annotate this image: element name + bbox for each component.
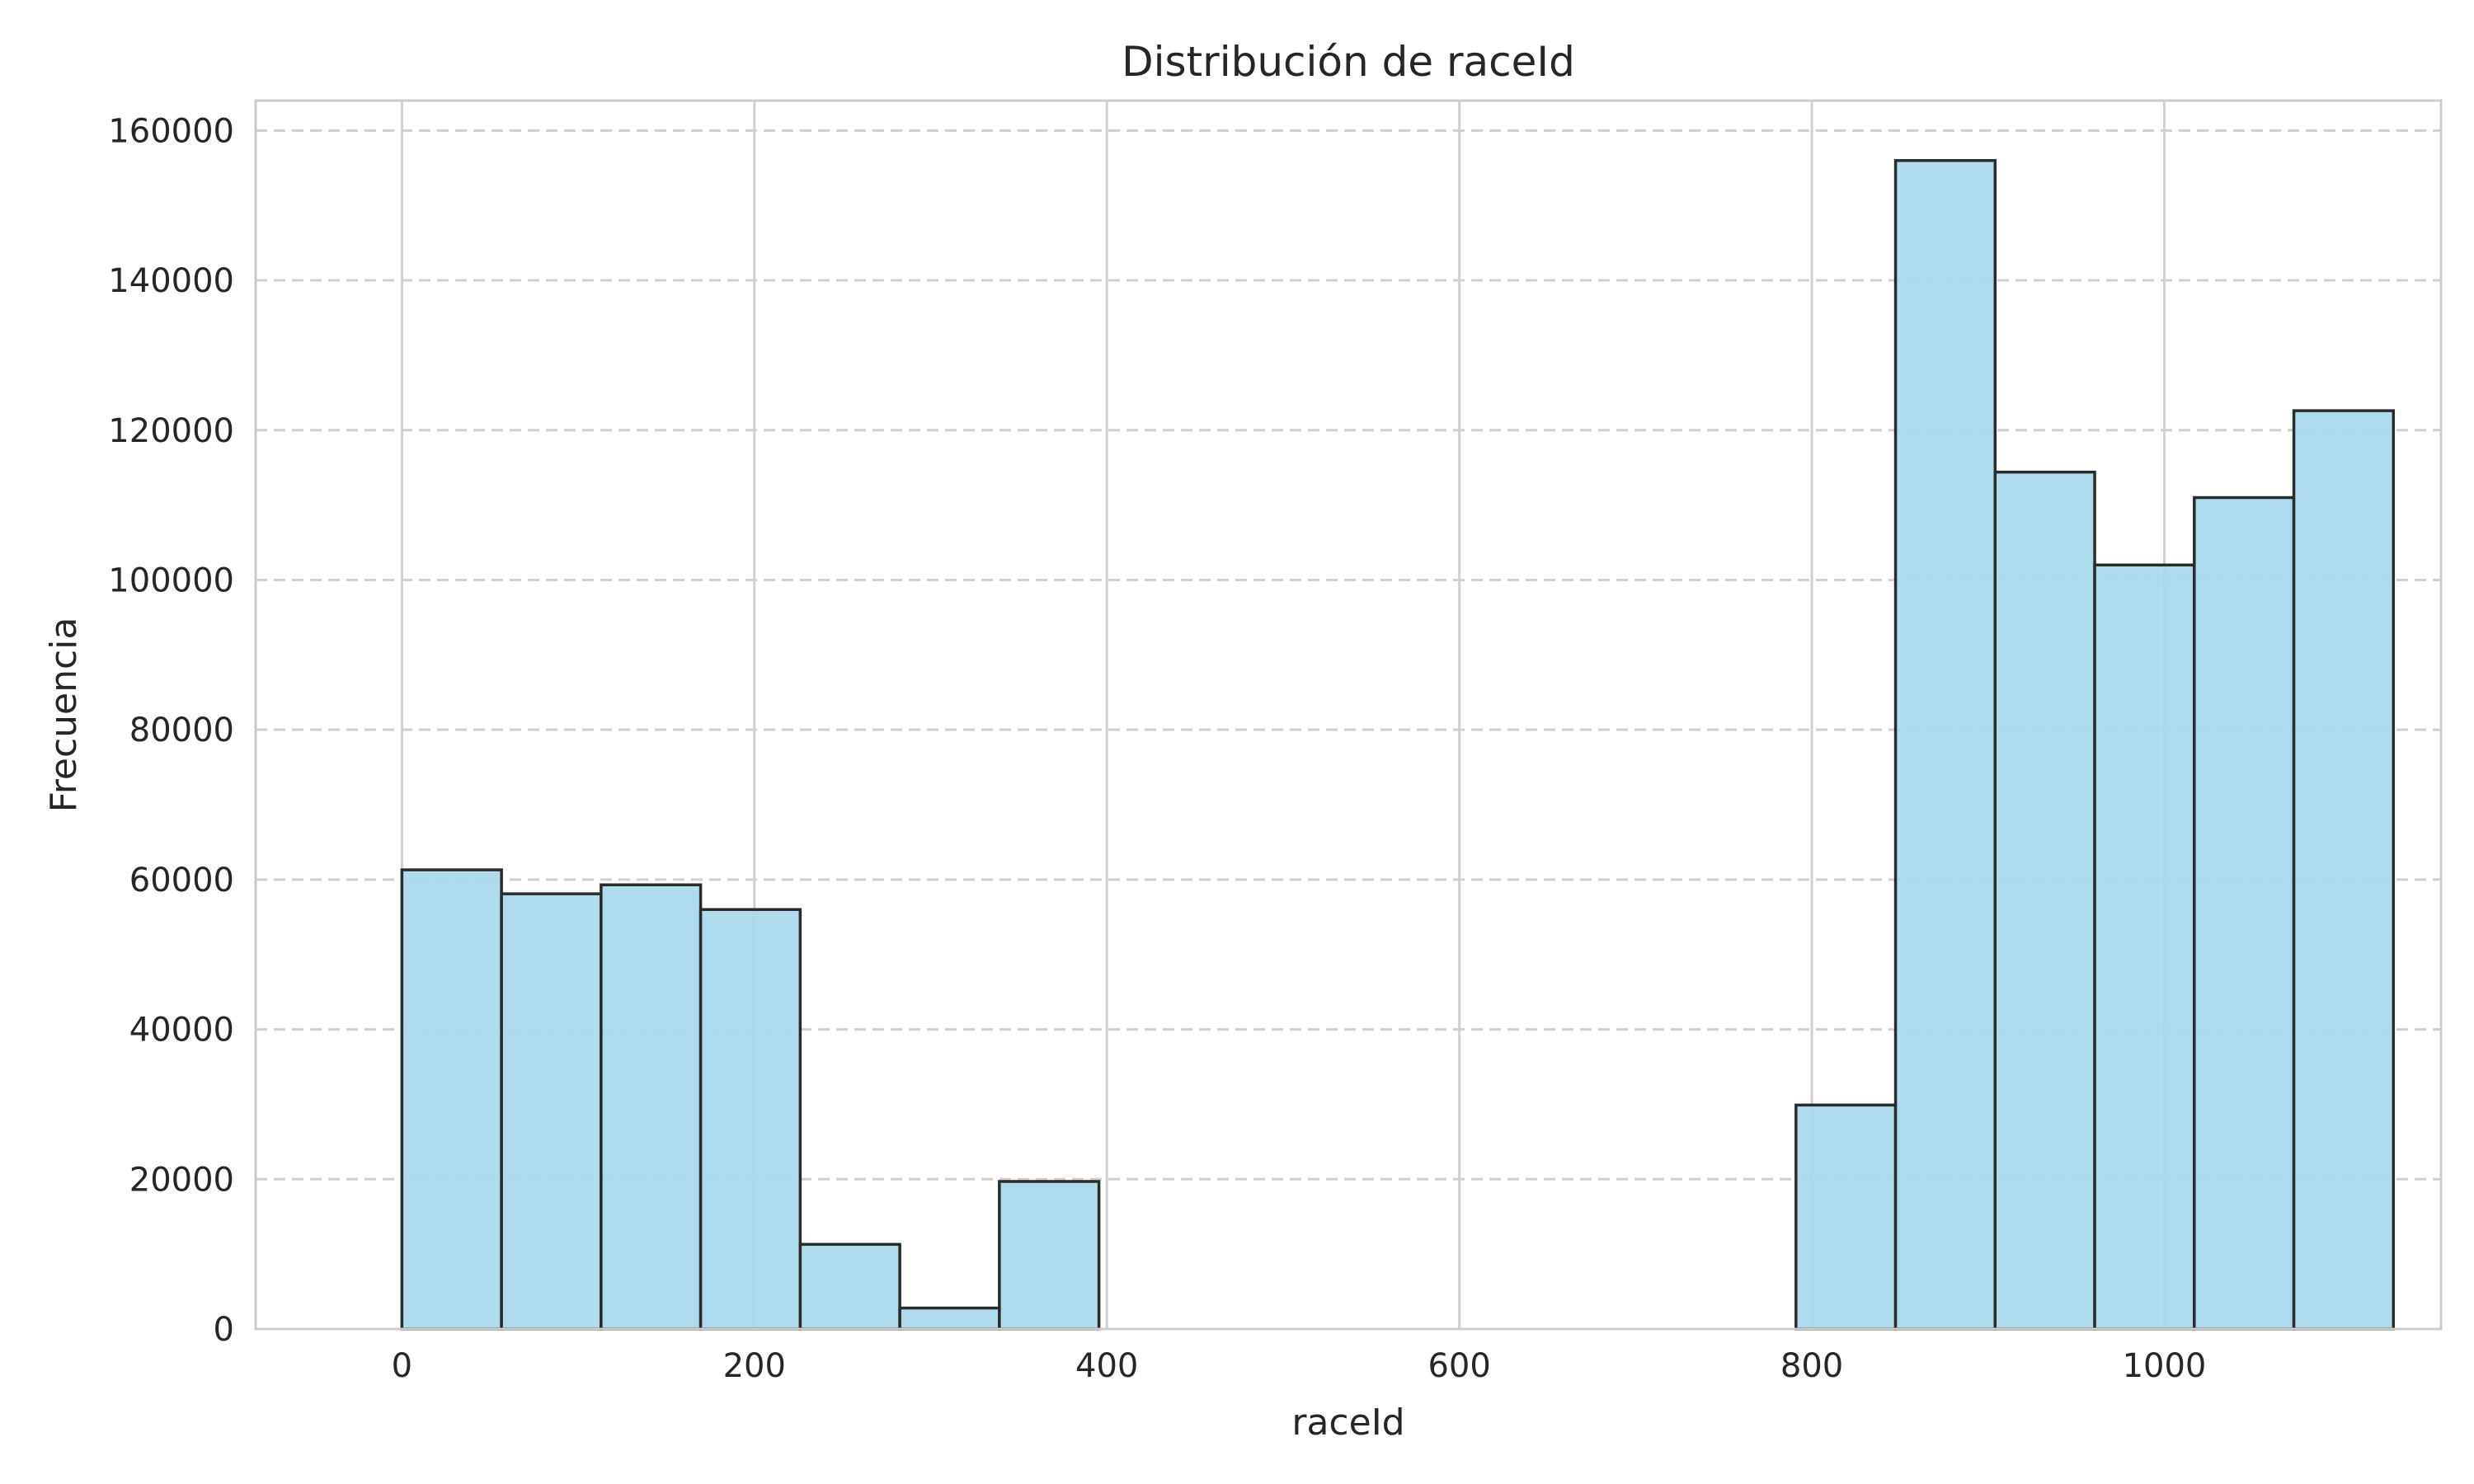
histogram-bar-5 [898,1306,1001,1331]
y-tick-label: 20000 [129,1161,234,1199]
histogram-bar-19 [2292,409,2396,1331]
histogram-bar-6 [998,1180,1101,1331]
histogram-bar-0 [400,868,503,1331]
histogram-bars [400,158,2396,1331]
y-tick-label: 140000 [108,262,234,300]
x-tick-label: 600 [1427,1347,1490,1385]
histogram-bar-14 [1794,1103,1898,1331]
y-tick-label: 40000 [129,1012,234,1050]
histogram-bar-15 [1893,158,1997,1331]
x-tick-label: 200 [723,1347,786,1385]
plot-area-frame [254,99,2443,1331]
y-tick-label: 100000 [108,561,234,599]
histogram-bar-18 [2193,495,2296,1331]
x-tick-label: 1000 [2123,1347,2207,1385]
histogram-bar-4 [798,1242,901,1331]
x-tick-label: 400 [1075,1347,1138,1385]
histogram-bar-16 [1993,470,2096,1331]
x-axis-label: raceId [1291,1402,1404,1444]
x-axis-ticks: 0 200 400 600 800 1000 [392,1347,2207,1385]
y-tick-label: 160000 [108,112,234,150]
histogram-bar-17 [2093,563,2196,1331]
y-axis-ticks: 0 20000 40000 60000 80000 100000 120000 140000 1… [108,112,234,1349]
histogram-bar-2 [600,883,703,1331]
y-tick-label: 60000 [129,862,234,899]
y-tick-label: 80000 [129,711,234,749]
y-tick-label: 120000 [108,412,234,450]
x-tick-label: 800 [1780,1347,1843,1385]
histogram-bar-3 [698,908,802,1331]
chart-title: Distribución de raceId [1122,38,1575,86]
histogram-bar-1 [500,892,603,1331]
y-axis-label: Frecuencia [43,618,85,813]
y-tick-label: 0 [214,1311,234,1349]
x-tick-label: 0 [392,1347,412,1385]
